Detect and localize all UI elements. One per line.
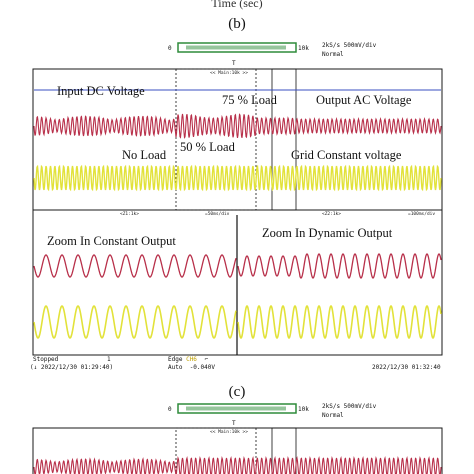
annotation-output-ac: Output AC Voltage [316, 93, 412, 107]
annotation-grid-constant: Grid Constant voltage [291, 148, 402, 162]
trigger-channel: CH6 [186, 356, 197, 363]
trigger-label: Edge [168, 356, 183, 363]
zoom-dynamic-ac-trace [237, 253, 442, 279]
figure-b-ruler [177, 42, 297, 53]
figure-c-zoom-box-2 [271, 427, 297, 474]
acquisition-mode: Normal [322, 51, 344, 58]
ruler-left-label: 0 [168, 45, 172, 52]
c-trigger-marker: T [232, 420, 236, 427]
grid-voltage-trace [33, 164, 442, 192]
tdiv-right: =100ms/div [408, 212, 436, 217]
trigger-level: -0.040V [189, 364, 215, 371]
zoom-constant-ac-trace [33, 254, 237, 278]
zoom-2-label: <Z2:1k> [322, 212, 341, 217]
timestamp-left: (↓ 2022/12/30 01:29:40) [30, 364, 114, 371]
annotation-input-dc: Input DC Voltage [57, 84, 145, 98]
c-zoom-main-label: << Main:10k >> [210, 430, 248, 435]
timestamp-right: 2022/12/30 01:32:40 [372, 364, 441, 371]
sample-rate: 2kS/s 500mV/div [322, 42, 377, 49]
zoom-box-1 [175, 68, 257, 211]
ruler-right-label: 10k [298, 45, 309, 52]
c-ruler-left-label: 0 [168, 406, 172, 413]
c-sample-rate: 2kS/s 500mV/div [322, 403, 377, 410]
tdiv-left: =50ms/div [205, 212, 230, 217]
zoom-1-label: <Z1:1k> [120, 212, 139, 217]
c-output-ac-trace [33, 456, 442, 474]
annotation-no-load: No Load [122, 148, 167, 162]
figure-b-label: (b) [228, 16, 246, 32]
trigger-edge: Edge CH6 ⌐ [168, 356, 209, 363]
acquisition-count: 1 [107, 356, 111, 363]
status-stopped: Stopped [33, 356, 59, 363]
figure-c-zoom-box-1 [175, 427, 257, 474]
zoom-box-2 [271, 68, 297, 211]
zoom-main-label: << Main:10k >> [210, 71, 248, 76]
zoom-dynamic-grid-trace [237, 304, 442, 340]
zoom-constant-grid-trace [33, 305, 237, 339]
annotation-50-load: 50 % Load [180, 140, 235, 154]
output-ac-trace [33, 113, 442, 139]
c-acquisition-mode: Normal [322, 412, 344, 419]
trigger-marker: T [232, 60, 236, 67]
figure-c-ruler [177, 403, 297, 414]
annotation-zoom-constant: Zoom In Constant Output [47, 234, 176, 248]
c-ruler-right-label: 10k [298, 406, 309, 413]
trigger-auto: Auto -0.040V [168, 364, 215, 371]
timestamp-left-value: 2022/12/30 01:29:40 [40, 364, 110, 371]
annotation-zoom-dynamic: Zoom In Dynamic Output [262, 226, 393, 240]
figure-c-label: (c) [228, 384, 246, 400]
annotation-75-load: 75 % Load [222, 93, 277, 107]
top-axis-caption: Time (sec) [211, 0, 263, 10]
trigger-mode: Auto [168, 364, 183, 371]
